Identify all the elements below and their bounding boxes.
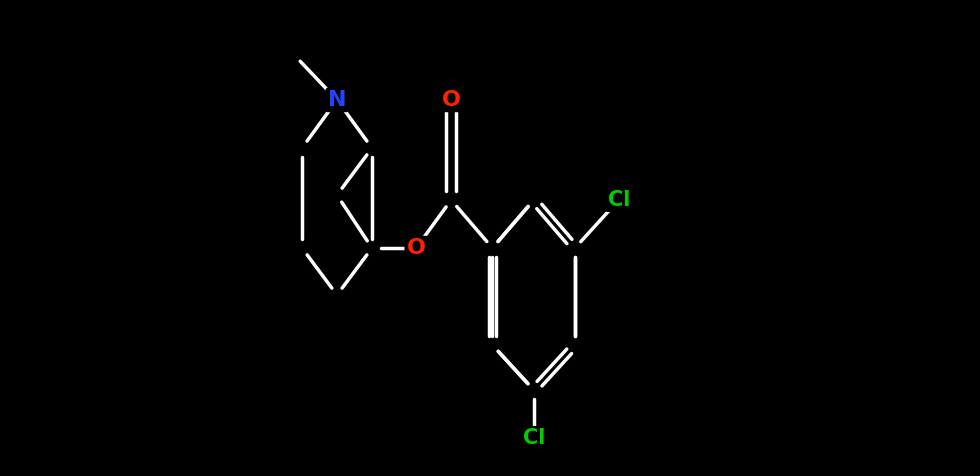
Text: N: N [327,90,346,110]
Text: O: O [442,90,461,110]
Text: O: O [407,238,425,258]
Text: Cl: Cl [522,428,545,448]
Text: Cl: Cl [608,190,630,210]
